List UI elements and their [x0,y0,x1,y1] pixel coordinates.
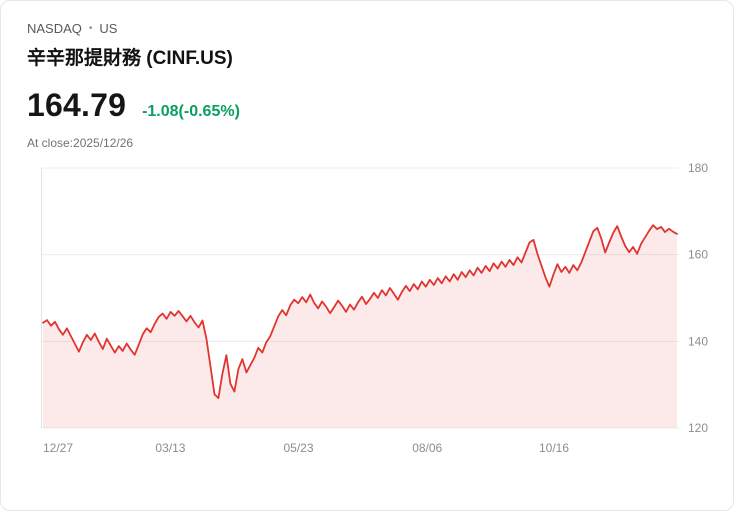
y-tick-label: 120 [688,421,708,435]
price-change: -1.08(-0.65%) [142,103,240,120]
x-tick-label: 08/06 [412,441,442,455]
chart-area: 180 160 140 120 12/27 03/13 05/23 08/06 10/16 [1,156,733,473]
quote-header: NASDAQ • US 辛辛那提財務 (CINF.US) 164.79 -1.0… [1,1,733,150]
price-row: 164.79 -1.08(-0.65%) [27,87,709,124]
x-axis-labels: 12/27 03/13 05/23 08/06 10/16 [43,441,569,455]
x-tick-label: 10/16 [539,441,569,455]
exchange-label: NASDAQ [27,21,82,36]
x-tick-label: 12/27 [43,441,73,455]
y-axis-labels: 180 160 140 120 [688,161,708,435]
stock-title: 辛辛那提財務 (CINF.US) [27,48,233,69]
x-tick-label: 05/23 [283,441,313,455]
y-tick-label: 160 [688,248,708,262]
price-area [43,225,677,428]
price-value: 164.79 [27,87,127,123]
separator-dot: • [88,23,93,34]
market-row: NASDAQ • US [27,21,709,36]
price-line [42,224,678,399]
y-tick-label: 180 [688,161,708,175]
grid-lines [41,167,679,429]
price-chart[interactable]: 180 160 140 120 12/27 03/13 05/23 08/06 10/16 [1,156,734,468]
y-tick-label: 140 [688,334,708,348]
x-tick-label: 03/13 [155,441,185,455]
region-label: US [99,21,118,36]
as-of-label: At close:2025/12/26 [27,136,134,150]
